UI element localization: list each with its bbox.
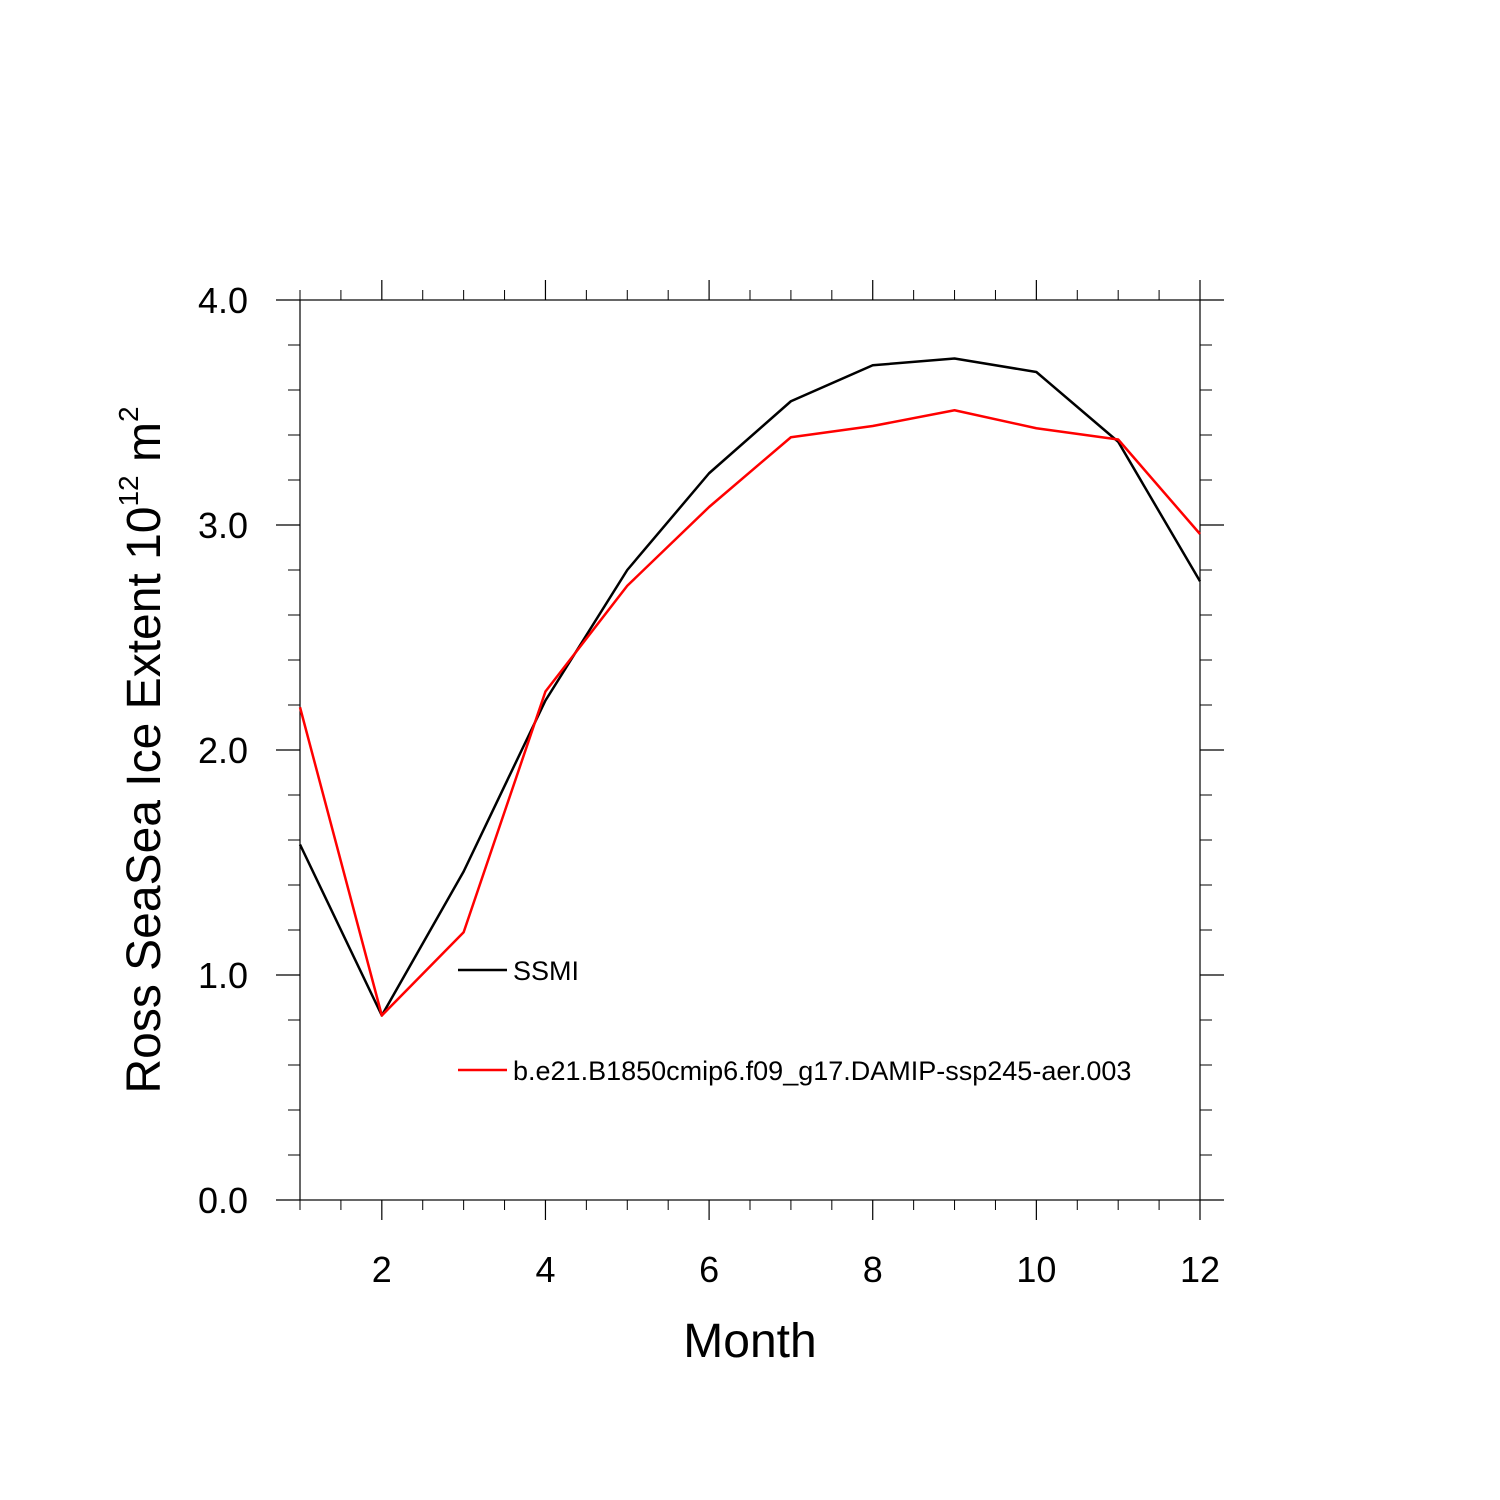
x-axis-title: Month [683, 1315, 816, 1368]
series-line-model [298, 409, 1201, 1017]
x-tick-label: 2 [372, 1249, 392, 1290]
y-axis-title-unit-exponent: 2 [113, 406, 144, 422]
y-tick-label: 2.0 [198, 730, 248, 771]
tick-labels: 2 4 6 8 10 12 0.0 1.0 2.0 3.0 4.0 [198, 280, 1220, 1290]
x-tick-label: 8 [863, 1249, 883, 1290]
x-tick-label: 12 [1180, 1249, 1220, 1290]
series-lines [298, 357, 1202, 1017]
x-tick-label: 6 [699, 1249, 719, 1290]
y-tick-label: 1.0 [198, 955, 248, 996]
y-tick-label: 3.0 [198, 505, 248, 546]
series-line-ssmi [298, 357, 1202, 1017]
legend: SSMI b.e21.B1850cmip6.f09_g17.DAMIP-ssp2… [458, 956, 1131, 1086]
y-tick-label: 0.0 [198, 1180, 248, 1221]
x-tick-label: 10 [1016, 1249, 1056, 1290]
legend-label-ssmi: SSMI [513, 956, 579, 986]
y-axis-title-main: Ross SeaSea Ice Extent 10 [118, 507, 171, 1094]
y-axis-title-exponent: 12 [113, 475, 144, 506]
legend-label-model: b.e21.B1850cmip6.f09_g17.DAMIP-ssp245-ae… [513, 1056, 1131, 1086]
y-tick-label: 4.0 [198, 280, 248, 321]
x-tick-label: 4 [535, 1249, 555, 1290]
axis-ticks [276, 280, 1224, 1220]
y-axis-title-unit: m [118, 422, 171, 475]
y-axis-title: Ross SeaSea Ice Extent 1012 m2 [113, 406, 171, 1093]
